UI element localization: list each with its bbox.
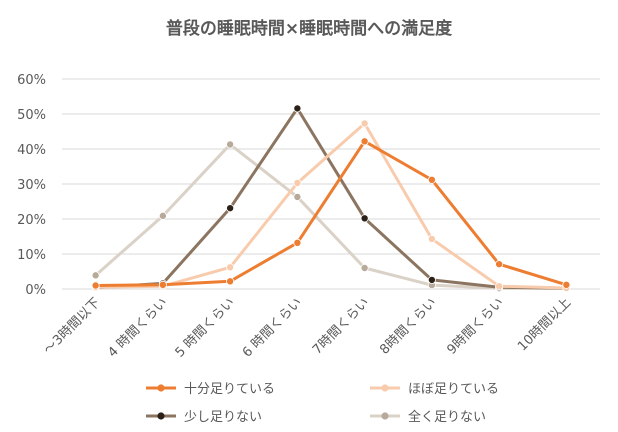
- data-point: [158, 211, 167, 220]
- data-point: [226, 140, 235, 149]
- data-point: [427, 234, 436, 243]
- data-point: [293, 238, 302, 247]
- x-tick-label: 10時間以上: [515, 295, 574, 354]
- legend-label: 十分足りている: [184, 382, 275, 397]
- data-point: [495, 260, 504, 269]
- data-point: [91, 281, 100, 290]
- y-tick-label: 60%: [17, 73, 46, 88]
- x-tick-label: 9時間くらい: [445, 295, 507, 357]
- data-point: [293, 104, 302, 113]
- data-point: [293, 192, 302, 201]
- data-point: [495, 282, 504, 291]
- series-line: [95, 106, 567, 290]
- data-point: [360, 214, 369, 223]
- data-point: [360, 137, 369, 146]
- x-tick-label: 5 時間くらい: [173, 295, 238, 360]
- data-point: [360, 263, 369, 272]
- y-tick-label: 10%: [17, 248, 46, 263]
- chart-title: 普段の睡眠時間×睡眠時間への満足度: [165, 19, 453, 39]
- y-tick-label: 20%: [17, 213, 46, 228]
- x-tick-label: 4 時間くらい: [105, 295, 170, 360]
- legend-label: ほぼ足りている: [408, 382, 499, 397]
- x-tick-label: 7時間くらい: [310, 295, 372, 357]
- data-point: [427, 275, 436, 284]
- legend-label: 全く足りない: [408, 409, 486, 425]
- legend-marker: [381, 384, 389, 392]
- series-line: [95, 139, 567, 287]
- legend-marker: [157, 412, 165, 420]
- data-point: [360, 119, 369, 128]
- legend-label: 少し足りない: [184, 410, 262, 425]
- y-tick-label: 50%: [17, 108, 46, 123]
- data-point: [427, 175, 436, 184]
- data-point: [226, 263, 235, 272]
- legend-marker: [157, 384, 165, 392]
- legend-marker: [381, 412, 389, 420]
- series-line: [94, 142, 567, 290]
- data-point: [562, 280, 571, 289]
- y-tick-label: 0%: [25, 283, 46, 298]
- x-tick-label: 6 時間くらい: [240, 295, 305, 360]
- data-point: [293, 178, 302, 187]
- y-tick-label: 30%: [17, 178, 46, 193]
- data-point: [226, 277, 235, 286]
- data-point: [91, 271, 100, 280]
- data-point: [226, 204, 235, 213]
- y-tick-label: 40%: [17, 143, 46, 158]
- x-tick-label: ～3時間以下: [41, 295, 103, 357]
- x-tick-label: 8時間くらい: [377, 295, 439, 357]
- data-point: [158, 280, 167, 289]
